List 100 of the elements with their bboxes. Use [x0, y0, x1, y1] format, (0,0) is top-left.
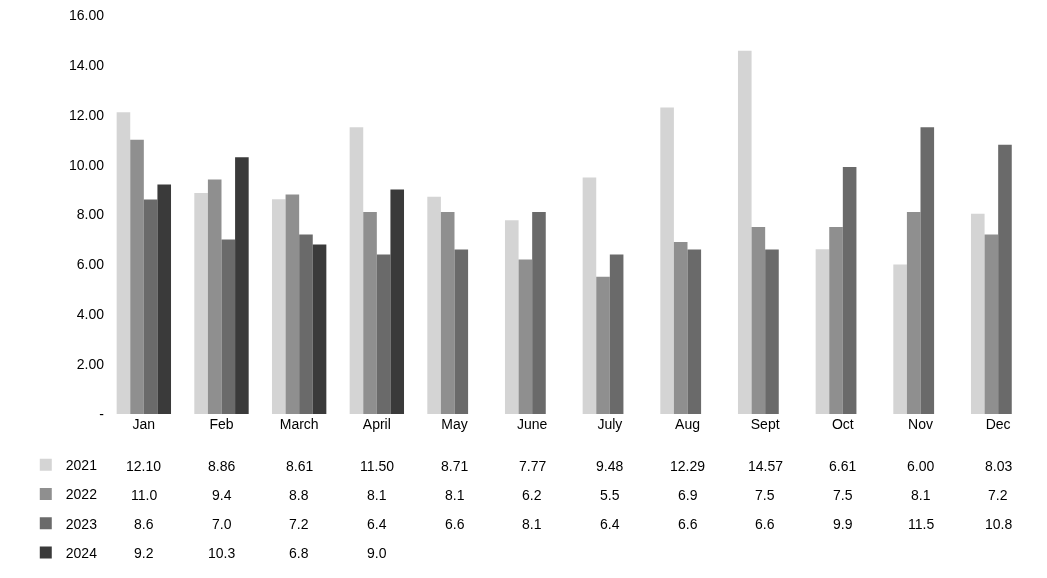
bar — [998, 144, 1012, 414]
bar — [751, 226, 766, 414]
data-label: 11.50 — [360, 458, 395, 474]
data-label: 7.77 — [519, 458, 547, 474]
bar — [984, 234, 999, 414]
data-label: 9.2 — [134, 545, 154, 561]
data-label: 7.2 — [289, 516, 309, 532]
bar — [299, 234, 313, 414]
data-label: 7.5 — [833, 487, 853, 503]
data-label: 6.9 — [678, 487, 698, 503]
y-tick-label: 4.00 — [76, 306, 105, 323]
x-tick-label: March — [279, 416, 319, 432]
x-tick-label: May — [441, 416, 468, 432]
bar — [920, 127, 935, 414]
y-tick-label: 12.00 — [68, 106, 105, 123]
bar — [157, 184, 172, 414]
bar — [687, 249, 702, 414]
data-label: 8.61 — [286, 458, 314, 474]
x-tick-label: Sept — [750, 416, 780, 432]
data-label: 6.2 — [522, 487, 542, 503]
data-label: 7.0 — [212, 516, 232, 532]
data-label: 12.29 — [670, 458, 706, 474]
bar — [116, 112, 131, 414]
bar — [454, 249, 469, 414]
bar — [518, 259, 533, 414]
data-label: 8.71 — [441, 458, 469, 474]
bar — [207, 179, 222, 414]
data-label: 8.6 — [134, 516, 154, 532]
data-label: 7.5 — [755, 487, 775, 503]
bar — [504, 220, 519, 414]
data-label: 5.5 — [600, 487, 620, 503]
bar — [970, 213, 985, 414]
data-label: 7.2 — [988, 487, 1008, 503]
bar — [363, 212, 377, 414]
bar — [221, 239, 236, 414]
data-label: 6.00 — [907, 458, 935, 474]
x-tick-label: Feb — [209, 416, 234, 432]
bar — [815, 249, 830, 414]
bar — [312, 244, 327, 414]
data-label: 9.4 — [212, 487, 232, 503]
data-label: 11.0 — [131, 487, 158, 503]
bar — [194, 193, 208, 414]
data-label: 8.03 — [985, 458, 1013, 474]
x-tick-label: April — [362, 416, 391, 432]
bar — [582, 177, 597, 414]
data-label: 10.8 — [985, 516, 1013, 532]
data-label: 6.4 — [600, 516, 620, 532]
data-label: 8.86 — [208, 458, 236, 474]
bar — [349, 127, 364, 414]
data-label: 6.6 — [755, 516, 775, 532]
y-tick-label: 14.00 — [68, 56, 105, 73]
bar — [130, 139, 144, 414]
data-label: 9.9 — [833, 516, 853, 532]
x-tick-label: Nov — [908, 416, 933, 432]
data-label: 8.1 — [367, 487, 387, 503]
bar — [271, 199, 286, 414]
x-tick-label: June — [516, 416, 548, 432]
bar — [285, 194, 300, 414]
bar — [143, 199, 158, 414]
legend-label: 2022 — [65, 486, 98, 503]
data-label: 8.1 — [911, 487, 931, 503]
data-label: 11.5 — [908, 516, 935, 532]
bar — [842, 167, 857, 414]
bar — [609, 254, 624, 414]
bar — [660, 107, 674, 414]
data-label: 6.6 — [445, 516, 465, 532]
x-tick-label: Jan — [132, 416, 156, 432]
bar — [906, 212, 921, 414]
legend-label: 2023 — [65, 515, 98, 532]
x-tick-label: July — [597, 416, 623, 432]
bar — [765, 249, 779, 414]
y-tick-label: 16.00 — [68, 6, 105, 23]
data-label: 12.10 — [126, 458, 162, 474]
data-label: 8.1 — [445, 487, 465, 503]
y-tick-label: 10.00 — [68, 156, 105, 173]
data-label: 6.6 — [678, 516, 698, 532]
y-tick-label: 6.00 — [76, 256, 105, 273]
bar — [893, 264, 907, 414]
data-label: 9.0 — [367, 545, 387, 561]
bar — [390, 189, 405, 414]
data-label: 6.61 — [829, 458, 857, 474]
data-label: 14.57 — [748, 458, 784, 474]
y-tick-label: 8.00 — [76, 206, 105, 223]
data-label: 9.48 — [596, 458, 624, 474]
legend-label: 2024 — [65, 544, 98, 561]
legend-label: 2021 — [65, 457, 98, 474]
bar — [427, 196, 441, 414]
data-label: 8.8 — [289, 487, 309, 503]
data-label: 8.1 — [522, 516, 542, 532]
x-tick-label: Aug — [675, 416, 700, 432]
bar — [532, 212, 546, 414]
x-tick-label: Oct — [831, 416, 854, 432]
bar — [440, 212, 455, 414]
data-label: 6.4 — [367, 516, 387, 532]
bar — [596, 276, 610, 414]
bar — [737, 50, 752, 414]
bar — [376, 254, 391, 414]
bar — [673, 241, 688, 414]
bar — [829, 226, 843, 414]
y-tick-label: - — [99, 405, 105, 422]
